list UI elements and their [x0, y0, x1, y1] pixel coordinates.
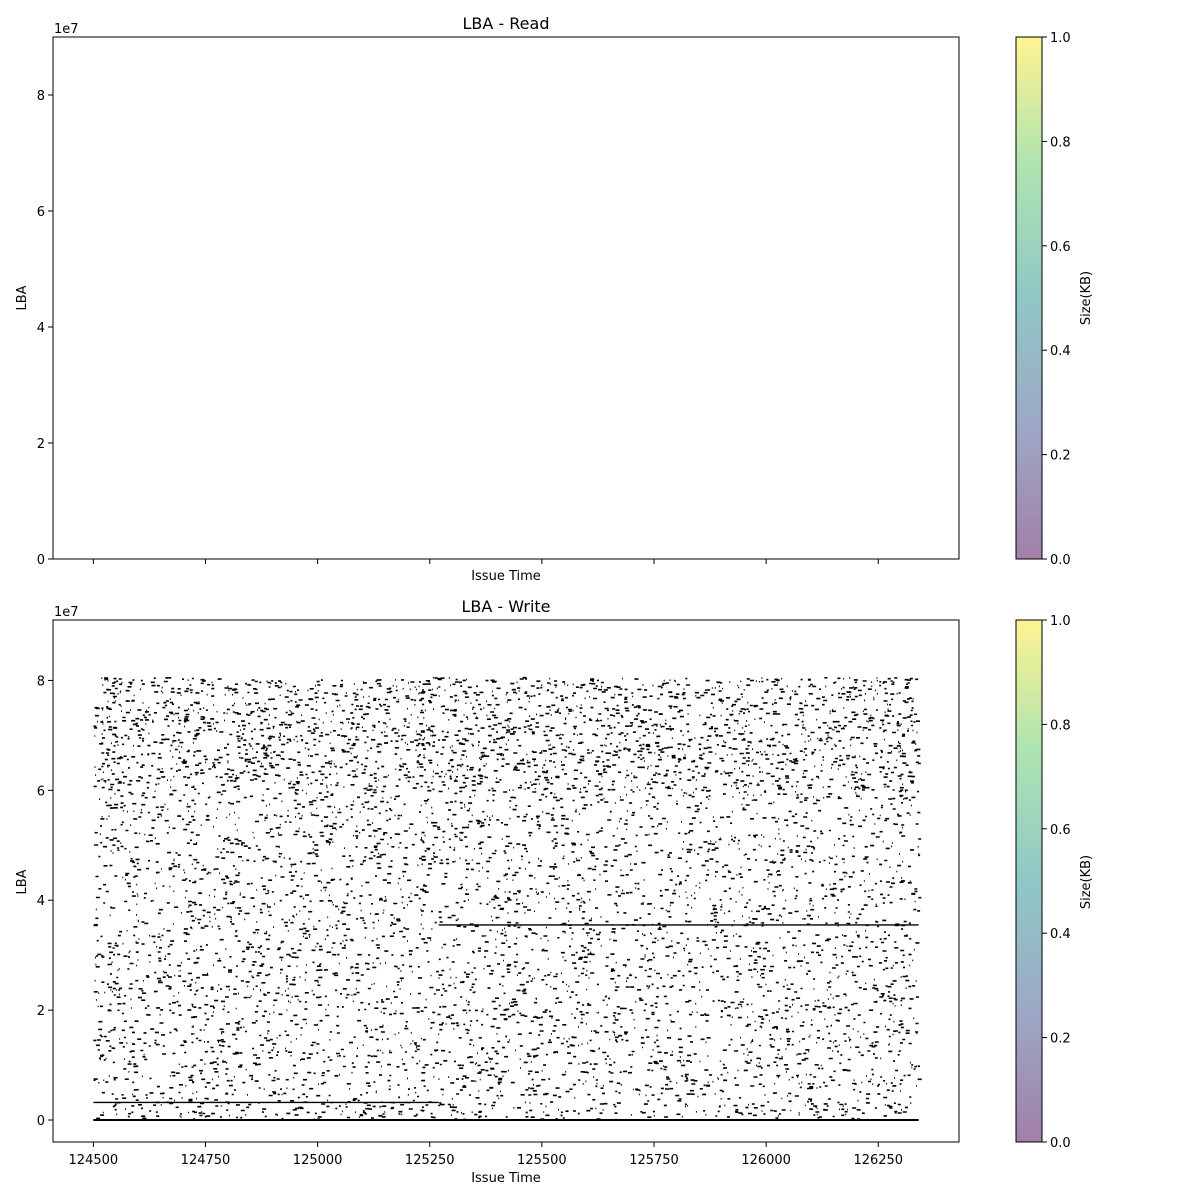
colorbar-tick-label: 0.6	[1050, 240, 1071, 255]
y-tick-label: 2	[37, 437, 45, 452]
colorbar-tick-label: 0.0	[1050, 1136, 1071, 1151]
y-tick-label: 8	[37, 89, 45, 104]
write-panel: LBA - Write 1e7 0 2 4 6 8 124500 124750 125000…	[15, 597, 1094, 1186]
y-tick-label: 6	[37, 205, 45, 220]
write-scatter-points	[93, 676, 922, 1121]
y-tick-label: 6	[37, 784, 45, 799]
x-tick-label: 125000	[293, 1153, 343, 1168]
colorbar-tick-label: 0.4	[1050, 344, 1071, 359]
colorbar-tick-label: 0.8	[1050, 135, 1071, 150]
write-y-label: LBA	[15, 869, 30, 894]
colorbar-tick-label: 0.2	[1050, 449, 1071, 464]
colorbar-tick-label: 0.0	[1050, 553, 1071, 568]
x-tick-label: 124750	[181, 1153, 231, 1168]
write-plot-area	[52, 619, 960, 1143]
y-tick-label: 0	[37, 553, 45, 568]
y-tick-label: 8	[37, 674, 45, 689]
colorbar-tick-label: 1.0	[1050, 31, 1071, 46]
read-plot-area	[52, 36, 960, 560]
read-y-exponent: 1e7	[54, 22, 79, 37]
read-x-label: Issue Time	[471, 569, 541, 584]
colorbar-tick-label: 1.0	[1050, 614, 1071, 629]
x-tick-label: 125500	[517, 1153, 567, 1168]
x-tick-label: 126000	[741, 1153, 791, 1168]
write-colorbar-ticks: 0.0 0.2 0.4 0.6 0.8 1.0	[1042, 614, 1071, 1151]
write-colorbar-label: Size(KB)	[1079, 855, 1094, 909]
colorbar-tick-label: 0.8	[1050, 718, 1071, 733]
read-colorbar-label: Size(KB)	[1079, 271, 1094, 325]
x-tick-label: 126250	[853, 1153, 903, 1168]
read-colorbar-ticks: 0.0 0.2 0.4 0.6 0.8 1.0	[1042, 31, 1071, 568]
write-x-ticks: 124500 124750 125000 125250 125500 125750 1260…	[69, 1142, 903, 1168]
x-tick-label: 125750	[629, 1153, 679, 1168]
x-tick-label: 125250	[405, 1153, 455, 1168]
write-colorbar	[1015, 619, 1043, 1143]
y-tick-label: 2	[37, 1004, 45, 1019]
read-colorbar	[1015, 36, 1043, 560]
read-y-label: LBA	[15, 285, 30, 310]
write-title: LBA - Write	[461, 597, 550, 616]
write-y-ticks: 0 2 4 6 8	[37, 674, 53, 1129]
write-streaks	[93, 924, 919, 1122]
y-tick-label: 0	[37, 1114, 45, 1129]
read-y-ticks: 0 2 4 6 8	[37, 89, 53, 568]
read-x-ticks	[92, 559, 879, 564]
write-y-exponent: 1e7	[54, 605, 79, 620]
colorbar-tick-label: 0.6	[1050, 823, 1071, 838]
colorbar-tick-label: 0.2	[1050, 1032, 1071, 1047]
y-tick-label: 4	[37, 894, 45, 909]
write-points	[93, 676, 922, 1121]
x-tick-label: 124500	[69, 1153, 119, 1168]
colorbar-tick-label: 0.4	[1050, 927, 1071, 942]
read-title: LBA - Read	[463, 14, 550, 33]
y-tick-label: 4	[37, 321, 45, 336]
write-x-label: Issue Time	[471, 1171, 541, 1186]
